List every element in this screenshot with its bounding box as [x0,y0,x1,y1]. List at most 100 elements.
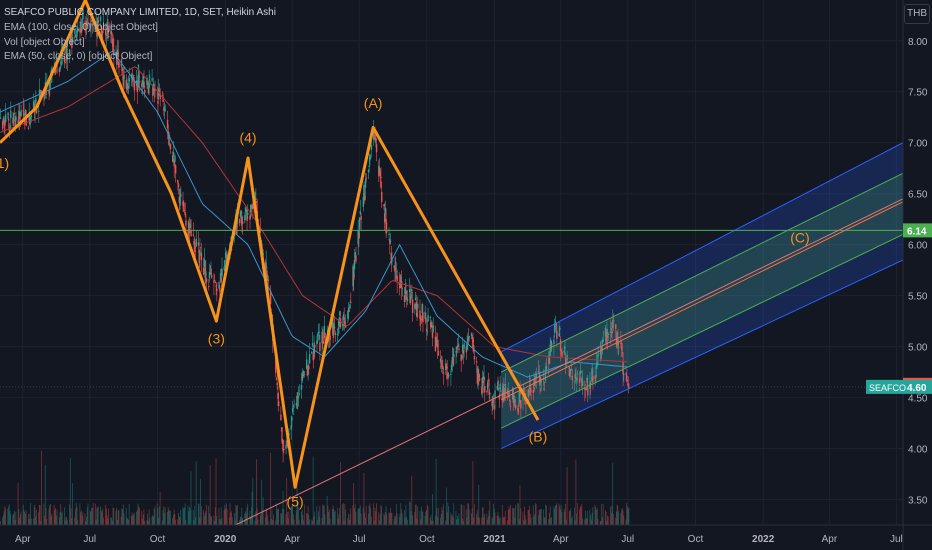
candle-body [378,166,380,177]
candle-body [110,31,112,34]
volume-bar [2,517,4,525]
volume-bar [349,514,351,525]
volume-bar [354,503,356,525]
candle-body [2,121,4,129]
candle-body [551,343,553,348]
candle-body [158,88,160,96]
ema50-legend[interactable]: EMA (50, close, 0) [object Object] [4,51,153,62]
candle-body [241,221,244,224]
candle-body [213,280,215,283]
volume-bar [241,507,243,525]
candle-body [163,107,165,111]
candle-body [462,350,465,354]
volume-bar [409,501,410,525]
volume-bar [580,506,582,525]
candle-body [106,22,108,30]
candle-body [476,371,479,384]
candle-body [599,353,601,355]
candle-body [436,340,438,343]
volume-bar [128,519,129,525]
volume-bar [518,503,519,525]
candle-body [348,310,351,312]
volume-bar [411,476,413,525]
candle-body [66,56,69,60]
candle-body [158,90,161,92]
candle-body [358,232,360,238]
candle-body [581,381,584,386]
candle-body [266,270,268,281]
volume-bar [169,510,171,525]
candle-body [534,380,537,383]
volume-bar [563,508,565,525]
volume-bar [128,504,130,525]
volume-bar [137,503,139,525]
volume-bar [535,504,537,525]
candle-body [473,356,476,360]
volume-bar [298,507,299,525]
channel-outer-top [500,142,904,353]
candle-body [153,89,156,92]
volume-bar [437,517,438,525]
candle-body [437,350,440,356]
volume-bar [352,504,354,525]
candle-body [611,331,613,333]
volume-bar [288,511,290,525]
volume-bar [235,504,237,525]
candle-body [105,34,108,36]
volume-bar [84,513,86,525]
candle-body [475,361,478,363]
time-tick-label: Jul [890,534,903,545]
volume-bar [275,520,277,525]
volume-bar [486,513,488,525]
volume-bar [116,507,118,525]
volume-bar [440,513,442,525]
candle-body [149,80,151,83]
volume-bar [230,512,232,525]
candle-body [250,206,253,209]
candle-body [169,144,172,150]
candle-body [391,260,393,262]
volume-bar [378,512,380,525]
volume-bar [318,516,320,525]
volume-bar [102,508,104,525]
volume-bar [8,504,10,525]
volume-bar [560,509,561,525]
candle-body [467,337,470,340]
volume-bar [472,461,474,525]
volume-legend[interactable]: Vol [object Object] [4,37,85,48]
candle-body [576,373,579,375]
volume-bar [379,514,381,525]
ema100-legend[interactable]: EMA (100, close, 0) [object Object] [4,22,158,33]
volume-bar [553,506,555,525]
volume-bar [368,505,370,525]
wave-label: (B) [529,428,548,444]
volume-bar [34,507,36,525]
candle-body [627,383,629,388]
currency-button[interactable]: THB [904,4,930,24]
volume-bar [473,517,475,525]
candle-body [502,386,504,395]
volume-bar [355,511,357,525]
candle-body [344,321,346,326]
candle-body [446,367,448,369]
candle-body [17,120,19,123]
candle-body [194,250,197,252]
volume-bar [296,479,298,525]
candle-body [542,378,545,380]
candle-body [111,38,114,44]
price-label-bg [903,379,932,394]
volume-bar [144,520,146,525]
volume-bar [627,506,628,525]
volume-bar [503,516,505,525]
candle-body [255,201,258,203]
volume-bar [406,516,408,525]
candle-body [354,253,356,259]
candle-body [183,205,185,207]
candle-body [373,134,376,137]
candle-body [406,296,408,300]
volume-bar [189,507,190,525]
volume-bar [287,518,289,525]
volume-bar [388,512,390,525]
volume-bar [214,520,215,525]
